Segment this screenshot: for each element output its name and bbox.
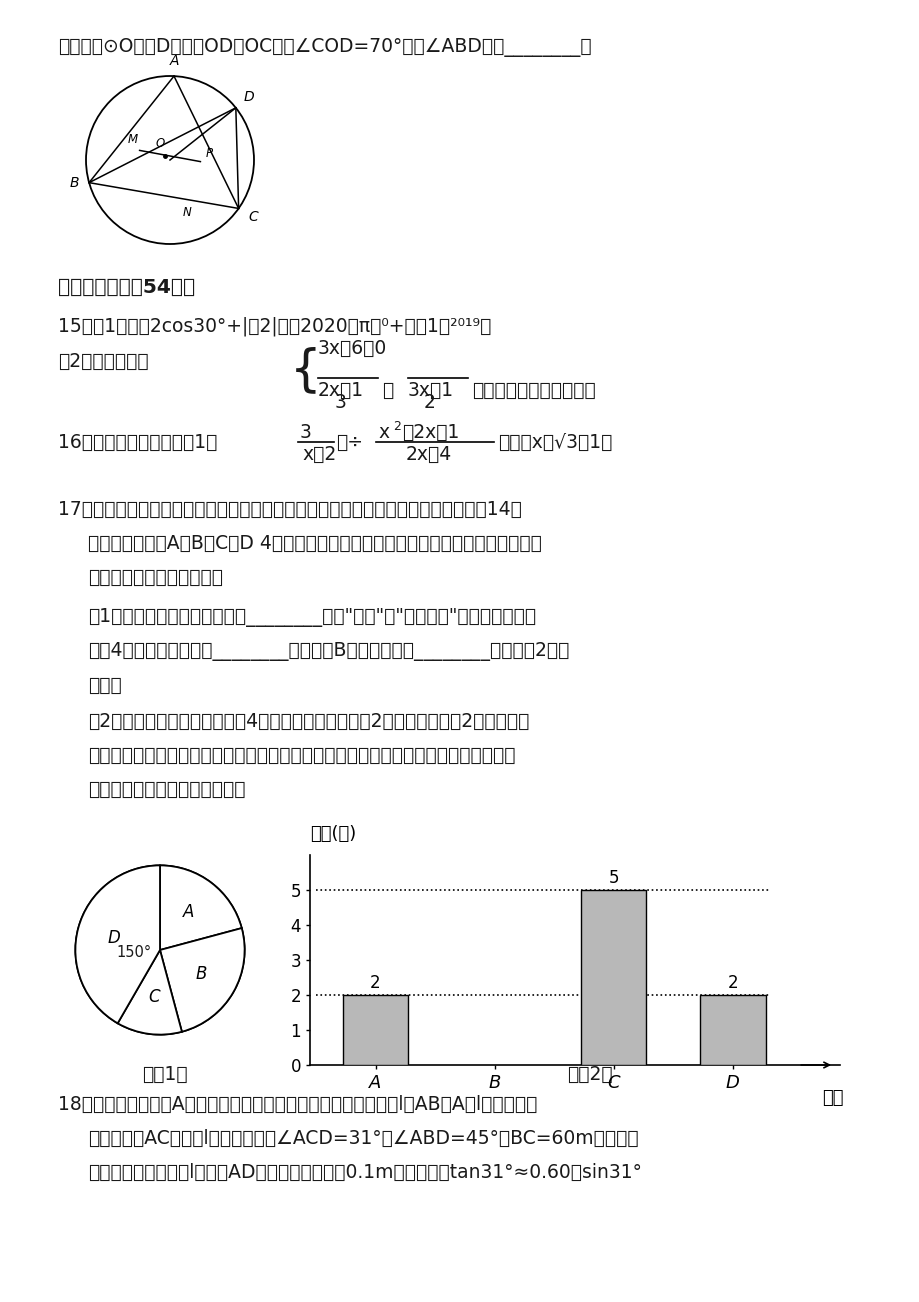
Text: C: C bbox=[248, 210, 257, 224]
Text: D: D bbox=[244, 90, 255, 104]
Text: 16．先化简，再求值：（1－: 16．先化简，再求值：（1－ bbox=[58, 432, 217, 452]
Text: 3x－6＜0: 3x－6＜0 bbox=[318, 339, 387, 358]
Text: 班级: 班级 bbox=[822, 1090, 843, 1108]
Wedge shape bbox=[160, 928, 244, 1031]
Text: 2: 2 bbox=[369, 974, 380, 992]
Text: －2x＋1: －2x＋1 bbox=[402, 423, 459, 441]
Text: N: N bbox=[183, 207, 191, 220]
Bar bbox=[580, 891, 646, 1065]
Wedge shape bbox=[75, 866, 160, 1023]
Text: ＜: ＜ bbox=[381, 380, 392, 400]
Bar bbox=[343, 995, 408, 1065]
Text: 2: 2 bbox=[424, 392, 436, 411]
Text: D: D bbox=[108, 928, 120, 947]
Text: O: O bbox=[155, 138, 165, 151]
Text: x＋2: x＋2 bbox=[301, 444, 335, 464]
Text: ，其中x＝√3＋1．: ，其中x＝√3＋1． bbox=[497, 432, 612, 452]
Text: {: { bbox=[289, 346, 322, 395]
Text: A: A bbox=[169, 55, 178, 68]
Text: 三、解答题（共54分）: 三、解答题（共54分） bbox=[58, 279, 195, 297]
Text: 18．如图，小明家在A处，门前有一口池塘，隔着池塘有一条公路l，AB是A到l的小路．现: 18．如图，小明家在A处，门前有一口池塘，隔着池塘有一条公路l，AB是A到l的小… bbox=[58, 1095, 537, 1115]
Text: 5: 5 bbox=[607, 870, 618, 887]
Text: 树状图或列表法写出分析过程）: 树状图或列表法写出分析过程） bbox=[88, 780, 245, 799]
Text: M: M bbox=[128, 133, 138, 146]
Text: 3: 3 bbox=[300, 423, 312, 441]
Text: 2: 2 bbox=[727, 974, 737, 992]
Text: C: C bbox=[148, 988, 159, 1006]
Text: A: A bbox=[183, 904, 195, 921]
Text: 小明计算他家到公路l的距离AD的长度？（精确到0.1m；参考数据tan31°≈0.60，sin31°: 小明计算他家到公路l的距离AD的长度？（精确到0.1m；参考数据tan31°≈0… bbox=[88, 1163, 641, 1182]
Text: 班中随机抽取了A、B、C、D 4个班，对征集到的作品的数量进行了分析统计，制作了: 班中随机抽取了A、B、C、D 4个班，对征集到的作品的数量进行了分析统计，制作了 bbox=[88, 534, 541, 553]
Wedge shape bbox=[160, 866, 242, 950]
Text: B: B bbox=[196, 965, 207, 983]
Text: 3x＋1: 3x＋1 bbox=[407, 380, 454, 400]
Text: 2: 2 bbox=[392, 419, 401, 432]
Text: （2）解不等式组: （2）解不等式组 bbox=[58, 352, 149, 371]
Text: 完整．: 完整． bbox=[88, 676, 121, 695]
Text: 17．我市某中学艺术节期间，向学校学生征集书画作品．九年级美术李老师从全年级14个: 17．我市某中学艺术节期间，向学校学生征集书画作品．九年级美术李老师从全年级14… bbox=[58, 500, 521, 519]
Text: 并延长交⊙O于点D；连接OD，OC．若∠COD=70°，则∠ABD等于________．: 并延长交⊙O于点D；连接OD，OC．若∠COD=70°，则∠ABD等于_____… bbox=[58, 38, 591, 57]
Text: ）÷: ）÷ bbox=[335, 432, 363, 452]
Text: 生．现在要抽两人去参加学校总结表彰座谈会，求恰好抽中一男一女的概率．（要求用: 生．现在要抽两人去参加学校总结表彰座谈会，求恰好抽中一男一女的概率．（要求用 bbox=[88, 746, 515, 766]
Wedge shape bbox=[118, 950, 182, 1035]
Text: （2）如果全年级参展作品中有4件获得一等奖，其中有2名作者是男生，2名作者是女: （2）如果全年级参展作品中有4件获得一等奖，其中有2名作者是男生，2名作者是女 bbox=[88, 712, 528, 730]
Text: 图（1）: 图（1） bbox=[142, 1065, 187, 1085]
Text: 图（2）: 图（2） bbox=[567, 1065, 612, 1085]
Text: 如下两幅不完整的统计图．: 如下两幅不完整的统计图． bbox=[88, 568, 222, 587]
Text: 150°: 150° bbox=[117, 945, 152, 960]
Text: P: P bbox=[206, 147, 213, 160]
Text: B: B bbox=[69, 176, 79, 190]
Text: 15．（1）计算2cos30°+|－2|－（2020－π）⁰+（－1）²⁰¹⁹；: 15．（1）计算2cos30°+|－2|－（2020－π）⁰+（－1）²⁰¹⁹； bbox=[58, 316, 491, 336]
Text: 3: 3 bbox=[334, 392, 346, 411]
Text: 2x－1: 2x－1 bbox=[318, 380, 364, 400]
Bar bbox=[699, 995, 765, 1065]
Text: 2x＋4: 2x＋4 bbox=[405, 444, 452, 464]
Text: x: x bbox=[378, 423, 389, 441]
Text: 作品(件): 作品(件) bbox=[310, 824, 356, 842]
Text: 新修一条路AC到公路l，小明测量出∠ACD=31°，∠ABD=45°，BC=60m．请你帮: 新修一条路AC到公路l，小明测量出∠ACD=31°，∠ABD=45°，BC=60… bbox=[88, 1129, 638, 1148]
Text: （1）李老师采取的调查方式是________（填"普查"或"抽样调查"），李老师所调: （1）李老师采取的调查方式是________（填"普查"或"抽样调查"），李老师… bbox=[88, 608, 536, 628]
Text: 查的4个班征集到作品共________件，其中B班征集到作品________，请把图2补充: 查的4个班征集到作品共________件，其中B班征集到作品________，请… bbox=[88, 642, 569, 661]
Text: ，并在数轴上表示解集．: ，并在数轴上表示解集． bbox=[471, 380, 596, 400]
